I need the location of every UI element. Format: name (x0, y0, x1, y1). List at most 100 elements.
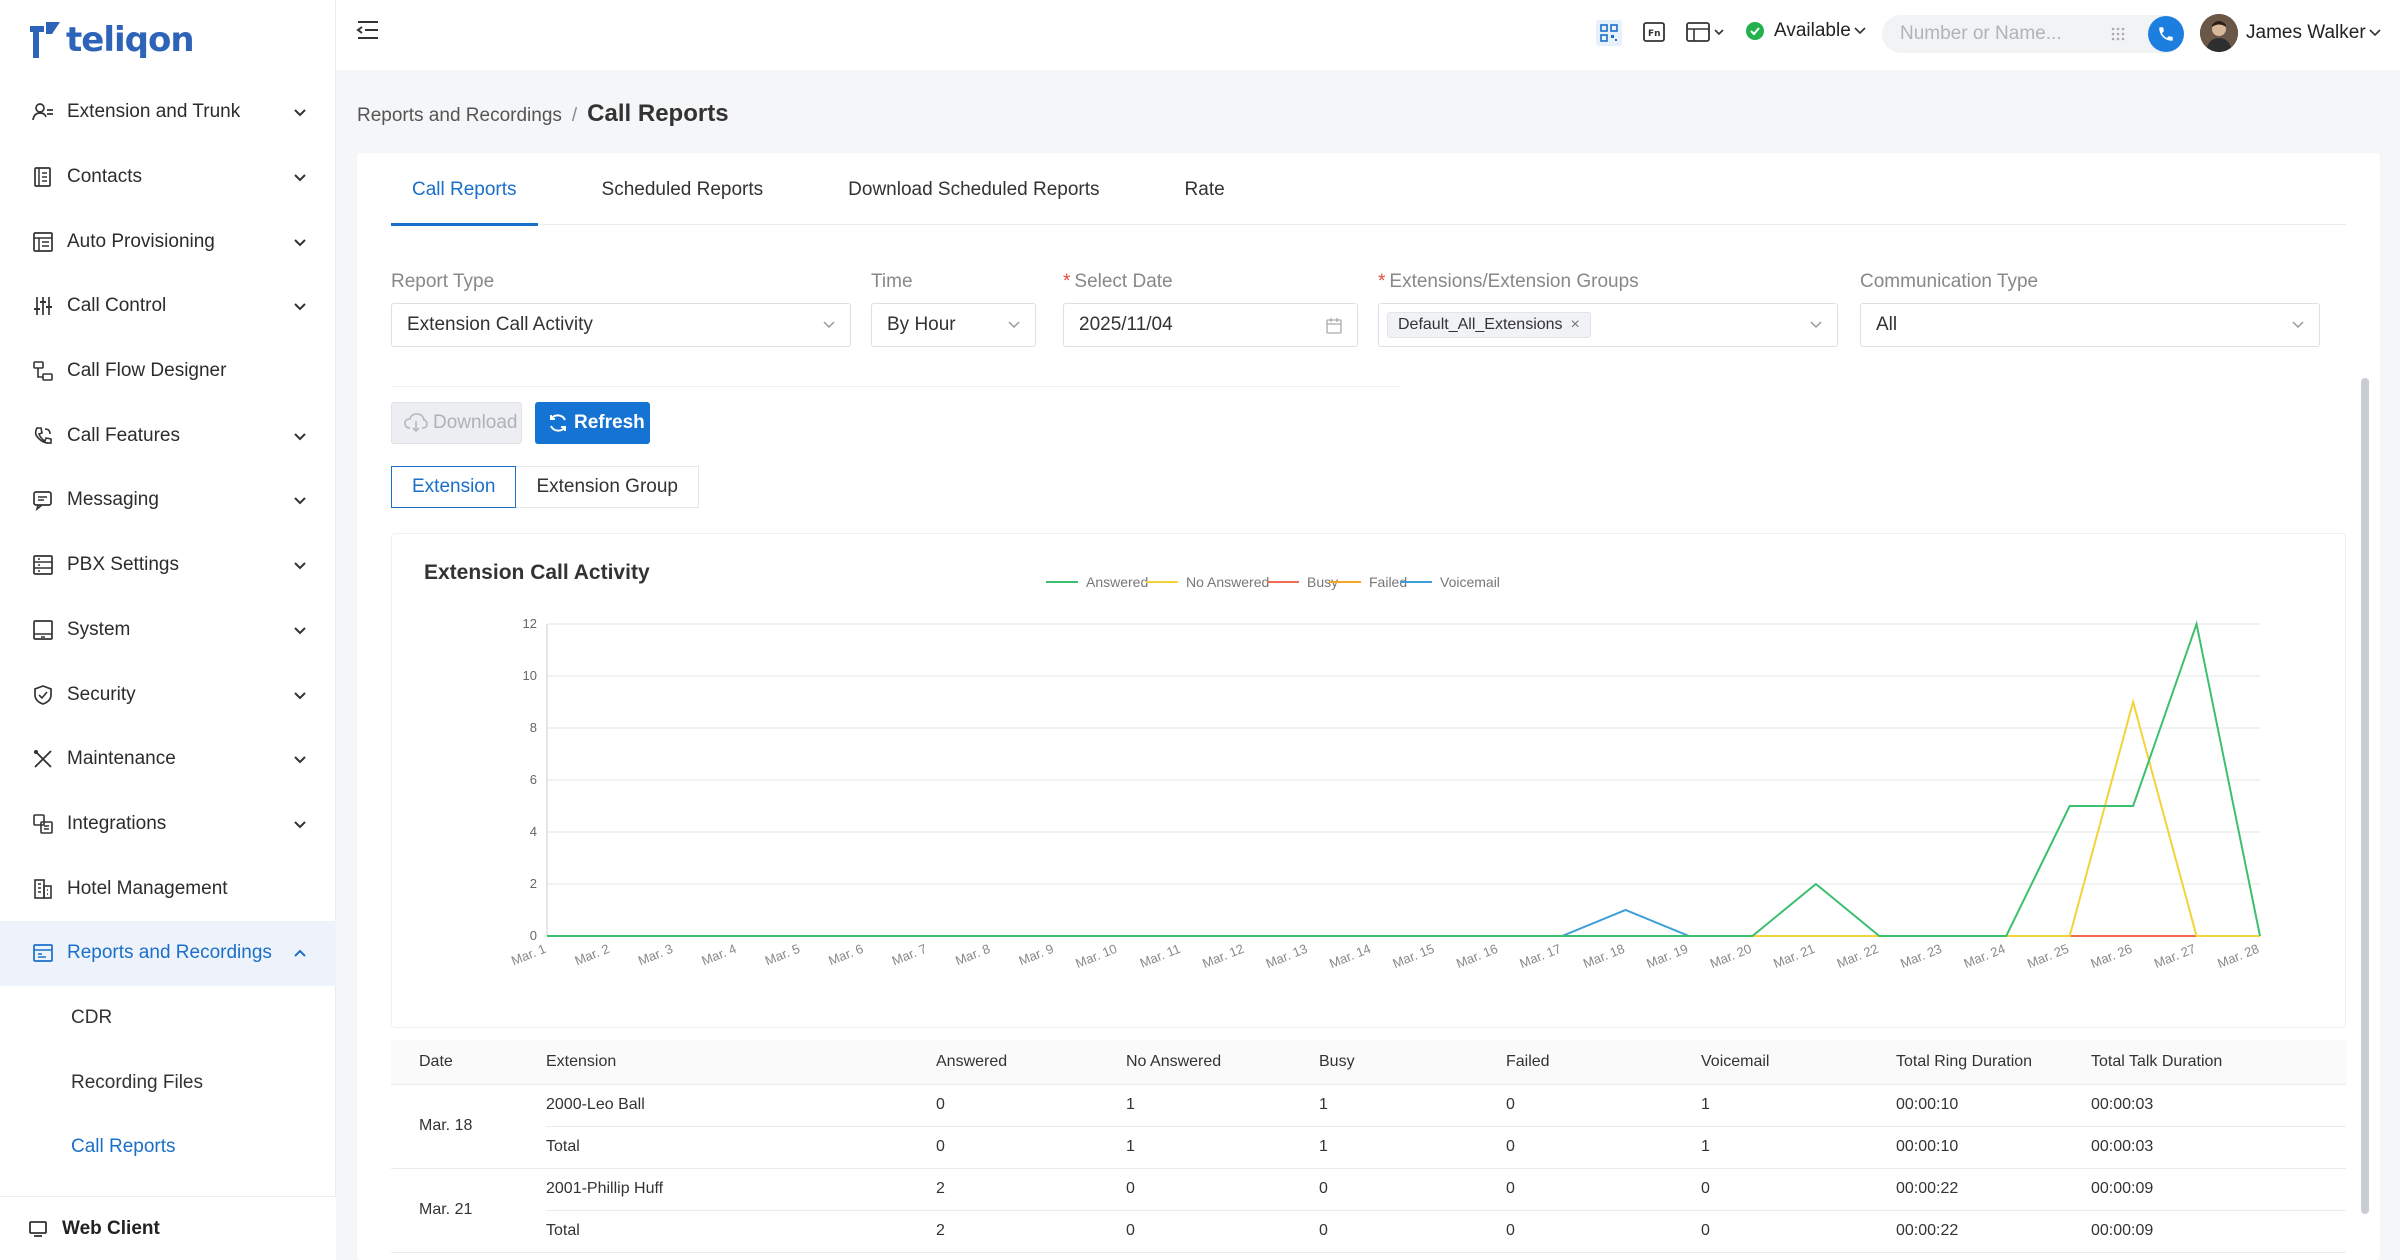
tab-rate[interactable]: Rate (1184, 179, 1225, 200)
column-header: Total Talk Duration (2091, 1040, 2346, 1085)
segment-extension-group[interactable]: Extension Group (516, 466, 699, 508)
sidebar-item-auto-provisioning[interactable]: Auto Provisioning (0, 209, 336, 274)
chevron-down-icon (1008, 321, 1020, 329)
sidebar-item-label: Integrations (67, 812, 167, 834)
date-picker[interactable]: 2025/11/04 (1063, 303, 1358, 347)
table-cell: 00:00:03 (2091, 1126, 2346, 1169)
column-header: Total Ring Duration (1896, 1040, 2091, 1085)
breadcrumb: Reports and Recordings / Call Reports (357, 100, 729, 128)
x-tick-label: Mar. 4 (699, 941, 738, 968)
column-header: Answered (936, 1040, 1126, 1085)
breadcrumb-parent[interactable]: Reports and Recordings (357, 105, 562, 126)
legend-label[interactable]: Voicemail (1440, 574, 1500, 590)
x-tick-label: Mar. 2 (572, 941, 611, 968)
chevron-down-icon (2292, 321, 2304, 329)
fn-key-icon[interactable]: Fn (1642, 20, 1666, 44)
legend-label[interactable]: No Answered (1186, 574, 1269, 590)
table-row: Total 0 1 1 0 1 00:00:10 00:00:03 (391, 1126, 2346, 1169)
sidebar-item-hotel-management[interactable]: Hotel Management (0, 856, 336, 921)
sidebar-item-call-features[interactable]: Call Features (0, 403, 336, 468)
sidebar-item-label: Call Control (67, 295, 167, 317)
select-date-label: * Select Date (1063, 271, 1173, 292)
sidebar-item-call-control[interactable]: Call Control (0, 274, 336, 339)
x-tick-label: Mar. 3 (636, 941, 675, 968)
user-name: James Walker (2246, 22, 2366, 43)
refresh-icon (547, 412, 569, 434)
time-select[interactable]: By Hour (871, 303, 1036, 347)
sidebar-item-integrations[interactable]: Integrations (0, 792, 336, 857)
table-cell: 0 (1701, 1210, 1896, 1253)
y-tick-label: 12 (523, 616, 537, 631)
tab-call-reports[interactable]: Call Reports (391, 153, 538, 226)
collapse-menu-icon[interactable] (356, 19, 380, 46)
communication-type-label: Communication Type (1860, 271, 2039, 292)
table-cell: 1 (1126, 1126, 1319, 1169)
chart-panel: Extension Call Activity 0 2 4 6 8 10 12 Mar. 1 M… (391, 533, 2346, 1028)
legend-label[interactable]: Answered (1086, 574, 1148, 590)
layout-dropdown-icon[interactable] (1685, 20, 1727, 44)
sidebar-item-label: System (67, 618, 131, 640)
sidebar-item-label: Contacts (67, 166, 142, 188)
sidebar-item-messaging[interactable]: Messaging (0, 468, 336, 533)
web-client-button[interactable]: Web Client (0, 1196, 336, 1260)
sidebar-item-label: Reports and Recordings (67, 942, 272, 964)
chevron-down-icon (294, 109, 306, 117)
sidebar-subitem-recording-files[interactable]: Recording Files (71, 1071, 203, 1093)
segment-extension[interactable]: Extension (391, 466, 517, 508)
table-row: Mar. 18 2000-Leo Ball 0 1 1 0 1 00:00:10 00:00:0… (391, 1084, 2346, 1169)
legend-label[interactable]: Failed (1369, 574, 1407, 590)
extensions-select[interactable]: Default_All_Extensions × (1378, 303, 1838, 347)
sidebar-item-contacts[interactable]: Contacts (0, 145, 336, 210)
report-table: Date Extension Answered No Answered Busy Fail… (391, 1040, 2346, 1253)
download-button[interactable]: Download (391, 402, 522, 444)
tab-scheduled-reports[interactable]: Scheduled Reports (601, 179, 764, 200)
provisioning-icon (32, 231, 54, 253)
sidebar-item-pbx-settings[interactable]: PBX Settings (0, 533, 336, 598)
sidebar-item-extension-and-trunk[interactable]: Extension and Trunk (0, 80, 336, 145)
dial-box (1882, 15, 2184, 53)
chevron-down-icon (2369, 29, 2381, 37)
qr-code-icon[interactable] (1596, 20, 1622, 46)
table-cell: 1 (1319, 1084, 1506, 1127)
table-cell: Total (546, 1126, 936, 1169)
tab-download-scheduled-reports[interactable]: Download Scheduled Reports (848, 179, 1100, 200)
chevron-down-icon (823, 321, 835, 329)
presence-status[interactable]: Available (1746, 20, 1867, 42)
extension-tag: Default_All_Extensions × (1387, 312, 1591, 338)
report-type-select[interactable]: Extension Call Activity (391, 303, 851, 347)
call-button[interactable] (2148, 16, 2184, 52)
chevron-down-icon (294, 562, 306, 570)
sidebar-item-reports-and-recordings[interactable]: Reports and Recordings (0, 920, 336, 986)
x-tick-label: Mar. 26 (2088, 941, 2134, 971)
legend-label[interactable]: Busy (1307, 574, 1338, 590)
sidebar-item-security[interactable]: Security (0, 662, 336, 727)
sidebar-item-label: Security (67, 683, 136, 705)
chevron-down-icon (1810, 321, 1822, 329)
brand-logo[interactable]: teliqon (28, 18, 195, 62)
sidebar-item-system[interactable]: System (0, 598, 336, 663)
sidebar-item-maintenance[interactable]: Maintenance (0, 727, 336, 792)
table-cell: 0 (1506, 1084, 1701, 1127)
table-cell: 0 (1506, 1168, 1701, 1211)
dial-input[interactable] (1900, 23, 2110, 45)
teliqon-logo-icon (30, 22, 60, 58)
user-menu[interactable]: James Walker (2200, 14, 2382, 52)
table-cell: 0 (1319, 1210, 1506, 1253)
refresh-button[interactable]: Refresh (535, 402, 650, 444)
sidebar-subitem-cdr[interactable]: CDR (71, 1006, 113, 1028)
time-label: Time (871, 271, 913, 292)
x-tick-label: Mar. 1 (509, 941, 548, 968)
sidebar-subitem-call-reports[interactable]: Call Reports (71, 1136, 176, 1158)
table-cell: 2 (936, 1210, 1126, 1253)
table-cell: 00:00:10 (1896, 1084, 2091, 1127)
communication-type-select[interactable]: All (1860, 303, 2320, 347)
series-line-answered (547, 620, 2261, 937)
communication-type-value: All (1876, 314, 1898, 335)
table-cell: 0 (1506, 1126, 1701, 1169)
table-cell: 1 (1319, 1126, 1506, 1169)
scrollbar[interactable] (2361, 378, 2369, 1214)
dialpad-icon[interactable] (2110, 26, 2126, 48)
sidebar-item-call-flow-designer[interactable]: Call Flow Designer (0, 339, 336, 404)
table-cell: 2001-Phillip Huff (546, 1168, 936, 1211)
close-icon[interactable]: × (1570, 316, 1580, 333)
